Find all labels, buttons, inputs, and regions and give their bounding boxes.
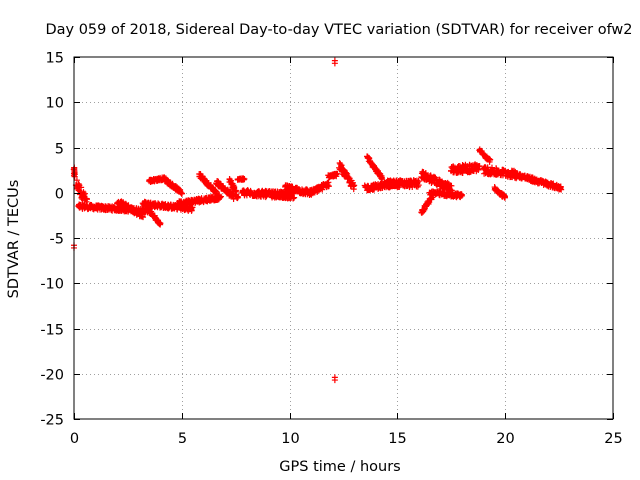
data-point [331,60,338,67]
data-point [334,170,341,177]
data-point [71,173,78,180]
y-tick-label: -20 [40,368,64,384]
axis-ticks: 0 5 10 15 20 25 -25 -20 -15 -10 -5 0 5 10 15 [40,51,622,448]
data-point [415,178,422,185]
data-point [240,176,247,183]
data-point [83,195,90,202]
x-axis-label: GPS time / hours [279,459,400,475]
data-point [235,194,242,201]
y-tick-label: 15 [46,51,64,67]
data-point [501,193,508,200]
y-tick-label: -15 [40,323,64,339]
y-axis-label: SDTVAR / TECUs [6,180,22,299]
y-tick-label: -10 [40,277,64,293]
data-point [213,188,220,195]
data-point [75,180,82,187]
y-tick-label: 5 [55,142,64,158]
grid-lines [74,57,613,419]
data-point [77,189,84,196]
data-point [476,163,483,170]
y-tick-label: -5 [50,232,64,248]
x-tick-label: 5 [178,431,187,447]
data-point [130,205,137,212]
data-point [331,377,338,384]
data-point [241,175,248,182]
data-point [232,188,239,195]
x-tick-label: 25 [604,431,622,447]
data-point [557,183,564,190]
x-tick-label: 0 [70,431,79,447]
chart-title: Day 059 of 2018, Sidereal Day-to-day VTE… [45,22,632,38]
data-point [289,183,296,190]
data-point [351,182,358,189]
y-tick-label: -25 [40,413,64,429]
data-point [486,158,493,165]
data-point [140,214,147,221]
data-point [217,193,224,200]
y-tick-label: 10 [46,96,64,112]
data-point [179,190,186,197]
data-point [458,192,465,199]
data-points [70,57,565,384]
y-tick-label: 0 [55,187,64,203]
x-tick-label: 15 [388,431,406,447]
data-point [78,184,85,191]
data-point [82,190,89,197]
x-tick-label: 20 [496,431,514,447]
data-point [157,221,164,228]
x-tick-label: 10 [281,431,299,447]
data-point [325,183,332,190]
data-point [73,177,80,184]
data-point [340,166,347,173]
data-point [475,166,482,173]
data-point [217,194,224,201]
data-point [345,174,352,181]
